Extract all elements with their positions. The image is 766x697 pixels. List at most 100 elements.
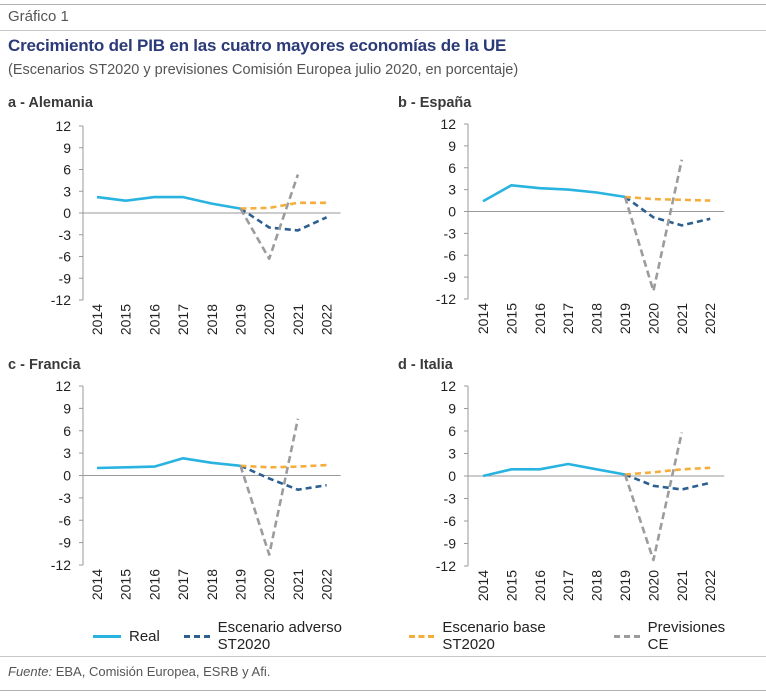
panel-title: c - Francia <box>8 357 81 373</box>
y-tick-label: -6 <box>59 249 72 265</box>
legend-label-adverso: Escenario adverso ST2020 <box>217 619 342 653</box>
x-tick-label: 2019 <box>233 304 249 335</box>
y-tick-label: -12 <box>436 291 456 307</box>
chart-panel-0: a - Alemania 12 9 6 3 0 -3 -6 -9 -12 2014 2015 2016 2… <box>8 95 341 335</box>
x-tick-label: 2019 <box>233 569 249 600</box>
y-tick-label: 6 <box>63 162 71 178</box>
x-tick-label: 2015 <box>118 304 134 335</box>
source-note: Fuente: EBA, Comisión Europea, ESRB y Af… <box>8 664 270 679</box>
source-text: EBA, Comisión Europea, ESRB y Afi. <box>55 664 271 679</box>
y-tick-label: 6 <box>448 423 456 439</box>
x-tick-label: 2014 <box>89 569 105 600</box>
x-tick-label: 2018 <box>589 303 605 334</box>
series-line-adverso <box>239 464 327 492</box>
x-tick-label: 2022 <box>702 570 718 601</box>
legend-swatch-adverso <box>183 634 210 638</box>
y-tick-label: -3 <box>444 225 457 241</box>
series-line-real <box>482 184 626 203</box>
y-tick-label: 3 <box>448 446 456 462</box>
series-line-adverso <box>624 473 711 491</box>
y-tick-label: -6 <box>444 513 457 529</box>
x-tick-label: 2016 <box>146 569 162 600</box>
y-tick-label: 0 <box>448 468 456 484</box>
chart-subtitle: (Escenarios ST2020 y previsiones Comisió… <box>8 62 519 78</box>
x-tick-label: 2019 <box>617 570 633 601</box>
legend-item-real: Real <box>93 628 160 645</box>
x-tick-label: 2020 <box>261 304 277 335</box>
y-tick-label: -12 <box>51 292 71 308</box>
x-tick-label: 2021 <box>290 569 306 600</box>
legend-label-base: Escenario base ST2020 <box>442 619 546 653</box>
y-tick-label: -6 <box>59 512 72 528</box>
y-tick-label: -9 <box>59 270 72 286</box>
series-line-ce <box>239 174 300 261</box>
legend-swatch-real <box>93 634 121 638</box>
x-tick-label: 2014 <box>475 570 491 601</box>
x-tick-label: 2015 <box>503 303 519 334</box>
title-rule <box>0 30 766 31</box>
source-label: Fuente: <box>8 664 53 679</box>
y-tick-label: 12 <box>440 116 456 132</box>
panel-title: a - Alemania <box>8 95 94 111</box>
x-tick-label: 2017 <box>175 304 191 335</box>
y-tick-label: 9 <box>63 140 71 156</box>
y-tick-label: 3 <box>63 183 71 199</box>
source-rule <box>0 656 766 657</box>
x-tick-label: 2016 <box>146 304 162 335</box>
x-tick-label: 2021 <box>674 570 690 601</box>
y-tick-label: -9 <box>444 536 457 552</box>
legend-item-base: Escenario base ST2020 <box>408 619 590 653</box>
series-line-base <box>624 195 711 202</box>
y-tick-label: 3 <box>63 445 71 461</box>
y-tick-label: 12 <box>440 378 456 394</box>
legend-swatch-base <box>408 634 435 638</box>
y-tick-label: -3 <box>59 490 72 506</box>
y-tick-label: -3 <box>59 227 72 243</box>
y-tick-label: 0 <box>63 468 71 484</box>
x-tick-label: 2020 <box>261 569 277 600</box>
x-tick-label: 2020 <box>645 570 661 601</box>
y-tick-label: -6 <box>444 247 457 263</box>
legend-item-ce: Previsiones CE <box>613 619 742 653</box>
chart-panels: a - Alemania 12 9 6 3 0 -3 -6 -9 -12 2014 2015 2016 2… <box>8 95 725 601</box>
y-tick-label: -12 <box>436 558 456 574</box>
chart-panel-1: b - España 12 9 6 3 0 -3 -6 -9 -12 2014 2015 2016 201… <box>398 95 725 334</box>
y-tick-label: -3 <box>444 491 457 507</box>
y-tick-label: 9 <box>63 400 71 416</box>
y-tick-label: 9 <box>448 401 456 417</box>
chart-title: Crecimiento del PIB en las cuatro mayore… <box>8 36 507 55</box>
panel-title: b - España <box>398 95 472 111</box>
x-tick-label: 2020 <box>645 303 661 334</box>
top-rule <box>0 4 766 5</box>
x-tick-label: 2014 <box>475 303 491 334</box>
y-tick-label: 6 <box>63 423 71 439</box>
x-tick-label: 2022 <box>319 569 335 600</box>
series-line-base <box>240 201 327 210</box>
x-tick-label: 2018 <box>204 569 220 600</box>
x-tick-label: 2021 <box>290 304 306 335</box>
series-line-base <box>240 463 327 469</box>
x-tick-label: 2017 <box>560 303 576 334</box>
series-line-ce <box>239 418 300 556</box>
x-tick-label: 2018 <box>589 570 605 601</box>
x-tick-label: 2014 <box>89 304 105 335</box>
series-line-real <box>482 462 626 478</box>
y-tick-label: 0 <box>63 205 71 221</box>
panel-title: d - Italia <box>398 357 454 373</box>
series-line-real <box>96 456 241 470</box>
series-line-real <box>96 195 241 210</box>
x-tick-label: 2017 <box>560 570 576 601</box>
y-tick-label: -9 <box>59 535 72 551</box>
series-line-ce <box>623 432 684 562</box>
x-tick-label: 2017 <box>175 569 191 600</box>
x-tick-label: 2022 <box>319 304 335 335</box>
chart-panel-2: c - Francia 12 9 6 3 0 -3 -6 -9 -12 2014 2015 2016 20… <box>8 357 341 600</box>
legend-label-ce: Previsiones CE <box>647 619 726 653</box>
legend-label-real: Real <box>129 627 160 645</box>
chart-panel-3: d - Italia 12 9 6 3 0 -3 -6 -9 -12 2014 2015 2016 201… <box>398 357 725 601</box>
y-tick-label: 3 <box>448 182 456 198</box>
series-line-ce <box>623 159 684 293</box>
y-tick-label: 12 <box>55 118 71 134</box>
y-tick-label: 6 <box>448 160 456 176</box>
x-tick-label: 2015 <box>503 570 519 601</box>
